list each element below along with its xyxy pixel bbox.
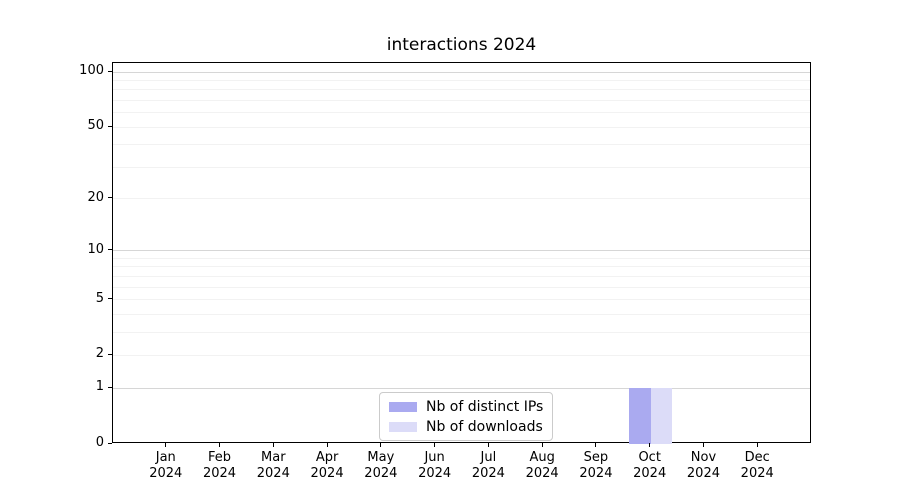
gridline-minor-60 — [113, 112, 810, 114]
x-tick-label-sep: Sep 2024 — [564, 450, 628, 482]
x-tick-label-apr: Apr 2024 — [295, 450, 359, 482]
gridline-minor-30 — [113, 166, 810, 168]
x-tick-month-nov: Nov — [690, 450, 717, 465]
x-tick-label-jan: Jan 2024 — [134, 450, 198, 482]
gridline-minor-70 — [113, 99, 810, 101]
gridline-major-100 — [113, 71, 810, 73]
bar-nb-of-distinct-ips-oct — [629, 388, 651, 444]
x-tick-label-dec: Dec 2024 — [725, 450, 789, 482]
x-tick-year-jul: 2024 — [471, 466, 505, 481]
y-tick-10 — [108, 249, 112, 251]
x-tick-year-feb: 2024 — [202, 466, 237, 481]
y-tick-label-1: 1 — [95, 379, 104, 395]
gridline-minor-40 — [113, 144, 810, 146]
gridline-major-10 — [113, 250, 810, 252]
legend-label-distinct-ips: Nb of distinct IPs — [426, 398, 544, 415]
x-tick-aug — [541, 443, 543, 447]
gridline-minor-3 — [113, 331, 810, 333]
gridline-minor-7 — [113, 275, 810, 277]
x-tick-month-may: May — [367, 450, 395, 465]
bar-nb-of-downloads-oct — [650, 388, 673, 444]
y-tick-label-0: 0 — [95, 435, 104, 450]
x-tick-month-jul: Jul — [480, 450, 497, 465]
x-tick-month-feb: Feb — [208, 450, 232, 465]
x-tick-year-sep: 2024 — [579, 466, 613, 481]
y-tick-0 — [108, 442, 112, 444]
x-tick-jul — [487, 443, 489, 447]
x-tick-month-aug: Aug — [529, 450, 555, 465]
legend-item-downloads: Nb of downloads — [389, 418, 543, 435]
y-tick-20 — [108, 197, 112, 199]
y-tick-label-50: 50 — [87, 118, 104, 134]
legend: Nb of distinct IPs Nb of downloads — [379, 392, 554, 441]
x-tick-jan — [165, 443, 167, 447]
x-tick-month-mar: Mar — [261, 450, 286, 465]
y-tick-label-5: 5 — [95, 290, 104, 306]
plot-area — [112, 62, 811, 444]
x-tick-nov — [702, 443, 704, 447]
x-tick-dec — [756, 443, 758, 447]
legend-item-distinct-ips: Nb of distinct IPs — [389, 398, 543, 415]
y-tick-2 — [108, 353, 112, 355]
x-tick-month-oct: Oct — [638, 450, 661, 465]
gridline-minor-80 — [113, 89, 810, 91]
x-tick-label-aug: Aug 2024 — [510, 450, 574, 482]
y-tick-label-100: 100 — [79, 63, 104, 79]
x-tick-year-dec: 2024 — [740, 466, 774, 481]
gridline-minor-9 — [113, 257, 810, 259]
x-tick-month-apr: Apr — [315, 450, 339, 465]
legend-swatch-downloads — [389, 421, 417, 432]
gridline-minor-2 — [113, 354, 810, 356]
x-tick-label-may: May 2024 — [349, 450, 413, 482]
gridline-minor-8 — [113, 266, 810, 268]
x-tick-year-jun: 2024 — [418, 466, 452, 481]
x-tick-year-aug: 2024 — [525, 466, 559, 481]
x-tick-sep — [595, 443, 597, 447]
gridline-minor-50 — [113, 126, 810, 128]
x-tick-month-dec: Dec — [744, 450, 770, 465]
x-tick-label-mar: Mar 2024 — [241, 450, 305, 482]
x-tick-year-nov: 2024 — [686, 466, 720, 481]
x-tick-year-apr: 2024 — [310, 466, 344, 481]
x-tick-feb — [219, 443, 221, 447]
legend-swatch-distinct-ips — [389, 401, 417, 412]
x-tick-label-jun: Jun 2024 — [403, 450, 467, 482]
x-tick-label-jul: Jul 2024 — [456, 450, 520, 482]
x-tick-month-jun: Jun — [424, 450, 445, 465]
x-tick-label-nov: Nov 2024 — [671, 450, 735, 482]
y-tick-5 — [108, 298, 112, 300]
chart-title: interactions 2024 — [386, 35, 537, 55]
legend-label-downloads: Nb of downloads — [426, 418, 543, 435]
x-tick-jun — [434, 443, 436, 447]
x-tick-label-feb: Feb 2024 — [188, 450, 252, 482]
x-tick-month-jan: Jan — [155, 450, 176, 465]
y-tick-label-20: 20 — [87, 189, 104, 205]
y-tick-1 — [108, 386, 112, 388]
x-tick-oct — [649, 443, 651, 447]
gridline-minor-5 — [113, 299, 810, 301]
y-tick-100 — [108, 70, 112, 72]
y-tick-50 — [108, 125, 112, 127]
x-tick-year-mar: 2024 — [256, 466, 290, 481]
gridline-minor-90 — [113, 79, 810, 81]
x-tick-year-jan: 2024 — [149, 466, 183, 481]
x-tick-month-sep: Sep — [583, 450, 609, 465]
y-tick-label-2: 2 — [95, 346, 104, 362]
x-tick-year-may: 2024 — [364, 466, 398, 481]
gridline-major-1 — [113, 387, 810, 389]
x-tick-mar — [272, 443, 274, 447]
gridline-minor-6 — [113, 286, 810, 288]
gridline-minor-20 — [113, 198, 810, 200]
x-tick-apr — [326, 443, 328, 447]
gridline-minor-4 — [113, 313, 810, 315]
x-tick-label-oct: Oct 2024 — [618, 450, 682, 482]
x-tick-may — [380, 443, 382, 447]
y-tick-label-10: 10 — [87, 241, 104, 257]
x-tick-year-oct: 2024 — [633, 466, 667, 481]
